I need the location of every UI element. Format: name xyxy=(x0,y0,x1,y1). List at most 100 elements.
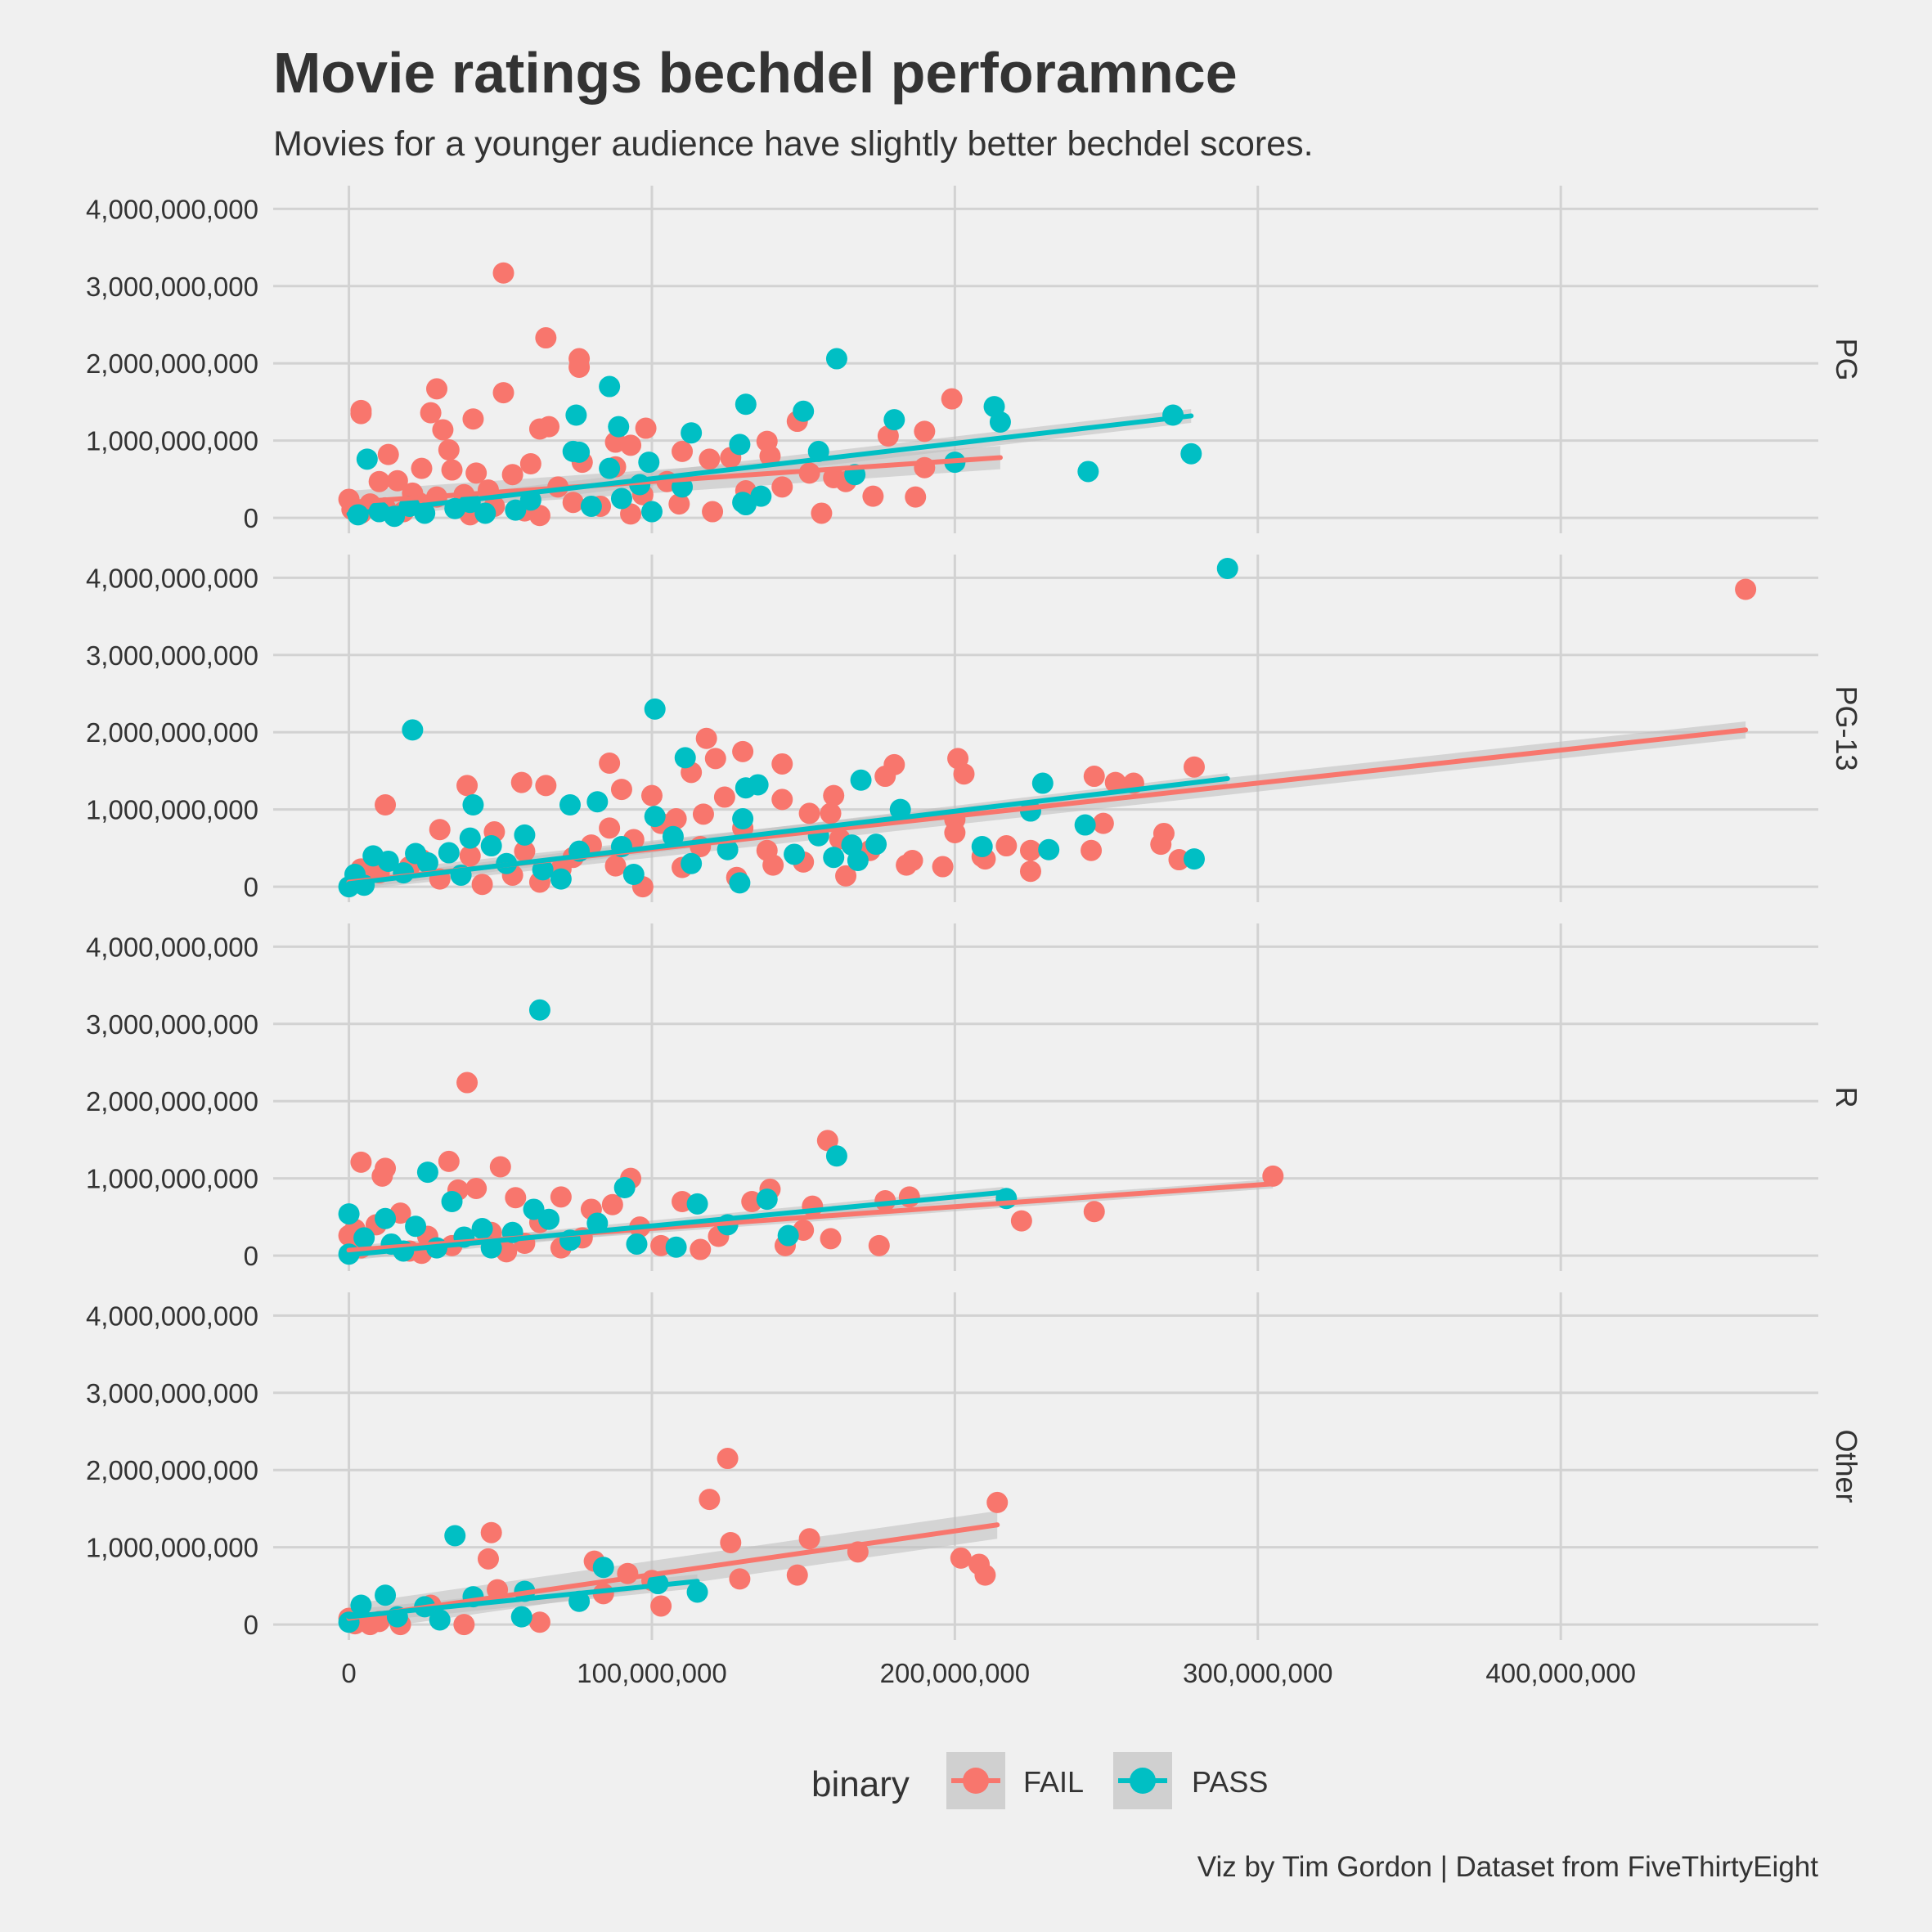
data-point-fail xyxy=(835,865,857,887)
data-point-pass xyxy=(377,850,399,872)
data-point-pass xyxy=(532,859,554,881)
data-point-fail xyxy=(820,802,842,824)
data-point-fail xyxy=(1150,833,1172,856)
y-tick-label: 3,000,000,000 xyxy=(86,1378,258,1409)
data-point-fail xyxy=(692,803,714,825)
data-point-fail xyxy=(519,453,541,474)
data-point-fail xyxy=(528,505,550,527)
data-point-fail xyxy=(811,502,833,524)
data-point-fail xyxy=(690,1238,712,1260)
y-tick-label: 1,000,000,000 xyxy=(86,426,258,456)
data-point-pass xyxy=(847,850,869,871)
data-point-pass xyxy=(717,838,739,860)
trend-line-pass xyxy=(346,1189,1006,1258)
data-point-fail xyxy=(610,779,632,801)
data-point-fail xyxy=(528,1611,550,1633)
data-point-fail xyxy=(429,819,451,841)
data-point-pass xyxy=(732,808,754,829)
data-point-pass xyxy=(674,747,696,769)
y-tick-label: 0 xyxy=(244,1610,258,1640)
data-point-fail xyxy=(729,1568,751,1590)
data-point-fail xyxy=(453,1614,475,1636)
data-point-fail xyxy=(462,408,484,430)
data-point-fail xyxy=(420,402,442,424)
data-point-fail xyxy=(650,1595,672,1617)
data-point-pass xyxy=(1180,443,1202,465)
data-point-fail xyxy=(480,1521,502,1543)
data-point-pass xyxy=(729,434,751,456)
data-point-pass xyxy=(608,416,630,438)
data-point-pass xyxy=(580,495,602,517)
data-point-pass xyxy=(459,827,481,849)
data-point-fail xyxy=(756,839,778,861)
data-point-fail xyxy=(1183,756,1205,778)
data-point-fail xyxy=(759,445,781,467)
data-point-pass xyxy=(514,824,536,846)
data-point-pass xyxy=(1074,814,1096,836)
trend-line-pass xyxy=(346,1579,700,1620)
data-point-pass xyxy=(444,1525,466,1547)
data-point-fail xyxy=(1092,812,1114,834)
facet-label-r: R xyxy=(1830,1087,1863,1108)
data-point-fail xyxy=(941,388,963,410)
data-point-pass xyxy=(747,774,769,796)
data-point-fail xyxy=(505,1187,527,1209)
data-point-pass xyxy=(825,348,847,370)
y-tick-label: 1,000,000,000 xyxy=(86,1533,258,1563)
facet-panel-other: 0 1,000,000,000 2,000,000,000 3,000,000,000… xyxy=(86,1292,1863,1640)
data-point-fail xyxy=(695,727,717,749)
y-tick-label: 1,000,000,000 xyxy=(86,1164,258,1194)
data-point-pass xyxy=(353,1227,375,1249)
legend: binary FAIL PASS xyxy=(811,1752,1268,1809)
legend-label-pass: PASS xyxy=(1192,1765,1268,1799)
data-point-fail xyxy=(477,1548,499,1570)
data-point-pass xyxy=(735,494,757,516)
data-point-pass xyxy=(686,1581,708,1603)
data-point-fail xyxy=(699,448,721,470)
data-point-pass xyxy=(626,1233,648,1255)
data-point-fail xyxy=(377,443,399,465)
chart-subtitle: Movies for a younger audience have sligh… xyxy=(273,124,1314,164)
data-point-fail xyxy=(798,1528,820,1550)
data-point-fail xyxy=(599,817,621,839)
data-point-fail xyxy=(459,845,481,867)
x-tick-label: 0 xyxy=(341,1658,356,1688)
data-point-fail xyxy=(438,439,460,461)
facet-panels: 0 1,000,000,000 2,000,000,000 3,000,000,000… xyxy=(86,186,1863,1640)
data-point-pass xyxy=(735,393,757,416)
data-point-pass xyxy=(638,452,660,474)
data-point-pass xyxy=(599,375,621,398)
data-point-fail xyxy=(438,1150,460,1172)
data-point-pass xyxy=(480,835,502,857)
data-point-pass xyxy=(568,441,591,463)
y-tick-label: 2,000,000,000 xyxy=(86,717,258,748)
data-point-fail xyxy=(538,416,560,438)
data-point-pass xyxy=(622,864,645,885)
data-point-fail xyxy=(601,1193,623,1215)
data-point-fail xyxy=(640,784,663,806)
data-point-fail xyxy=(492,262,514,284)
trend-line-fail xyxy=(346,1522,1000,1621)
data-point-fail xyxy=(568,356,591,378)
data-point-pass xyxy=(681,852,703,874)
data-point-fail xyxy=(1010,1210,1032,1232)
data-point-pass xyxy=(599,457,621,479)
data-point-fail xyxy=(944,822,966,843)
data-point-pass xyxy=(883,409,905,431)
y-tick-label: 1,000,000,000 xyxy=(86,795,258,825)
data-point-fail xyxy=(862,485,884,507)
y-tick-label: 2,000,000,000 xyxy=(86,1086,258,1117)
data-point-pass xyxy=(429,1609,451,1631)
data-point-fail xyxy=(1735,578,1757,600)
data-point-pass xyxy=(640,501,663,523)
x-tick-label: 100,000,000 xyxy=(577,1658,727,1688)
data-point-fail xyxy=(635,417,657,439)
data-point-pass xyxy=(416,1161,438,1184)
data-point-fail xyxy=(1019,839,1041,861)
data-point-fail xyxy=(1104,771,1126,793)
chart-caption: Viz by Tim Gordon | Dataset from FiveThi… xyxy=(1197,1851,1819,1883)
legend-dot-pass xyxy=(1130,1768,1156,1794)
data-point-fail xyxy=(599,753,621,774)
data-point-fail xyxy=(386,470,408,492)
data-point-fail xyxy=(620,434,642,456)
